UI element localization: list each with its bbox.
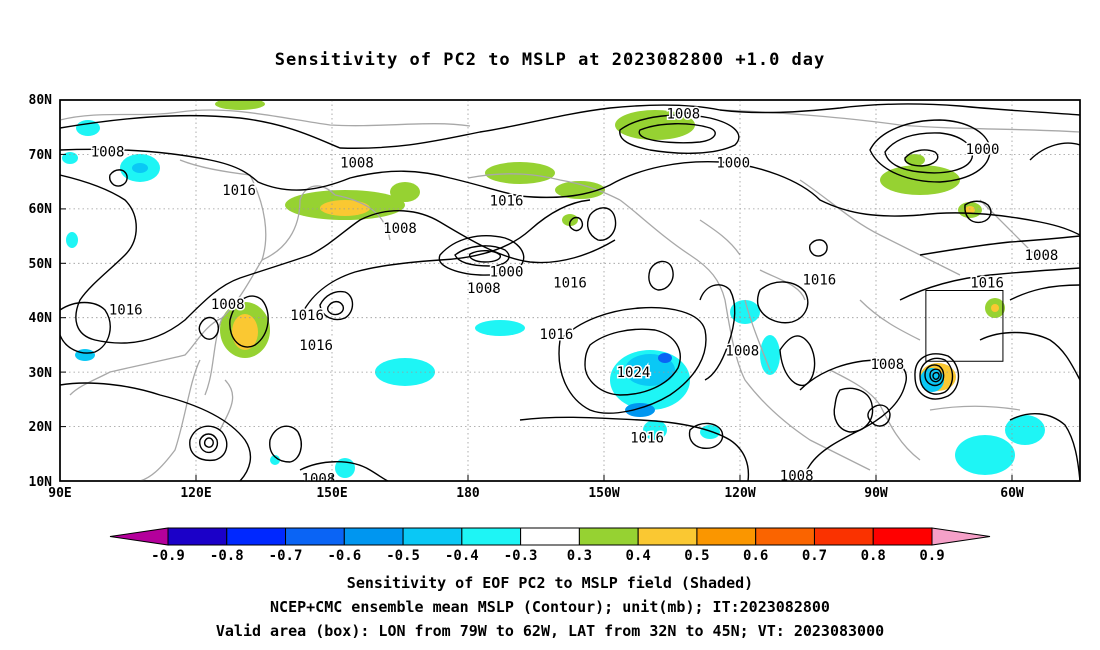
isobar-label: 1000 [716, 156, 750, 172]
colorbar-swatch [109, 527, 169, 546]
latitude-labels: 80N 70N 60N 50N 40N 30N 20N 10N [29, 93, 53, 490]
longitude-labels: 90E 120E 150E 180 150W 120W 90W 60W [48, 486, 1024, 501]
isobar-label: 1008 [211, 297, 245, 313]
colorbar-swatch [637, 527, 698, 546]
lon-label: 90E [48, 486, 71, 501]
colorbar: -0.9 -0.8 -0.7 -0.6 -0.5 -0.4 -0.3 0.3 0.4 0.5 0.6… [109, 527, 991, 564]
colorbar-swatch [931, 527, 991, 546]
caption-line-3: Valid area (box): LON from 79W to 62W, L… [215, 622, 885, 640]
isobar-label: 1008 [302, 471, 336, 487]
isobar-label: 1008 [1025, 248, 1059, 264]
colorbar-swatch [520, 527, 580, 546]
isobar-label: 1008 [467, 281, 501, 297]
colorbar-swatch [578, 527, 639, 546]
isobar-label: 1008 [91, 145, 125, 161]
lat-label: 30N [29, 366, 53, 381]
lon-label: 60W [1000, 486, 1024, 501]
colorbar-label: -0.5 [386, 548, 420, 564]
colorbar-label: -0.4 [445, 548, 479, 564]
lon-label: 120W [724, 486, 755, 501]
isobar-label: 1024 [617, 365, 651, 381]
caption-line-1: Sensitivity of EOF PC2 to MSLP field (Sh… [346, 574, 754, 592]
isobar-label: 1016 [299, 338, 333, 354]
lon-label: 180 [456, 486, 480, 501]
isobar-label: 1008 [666, 107, 700, 123]
colorbar-label: -0.3 [504, 548, 538, 564]
isobar-label: 1016 [490, 194, 524, 210]
isobar-label: 1016 [970, 275, 1004, 291]
isobar-label: 1000 [966, 142, 1000, 158]
lon-label: 150E [316, 486, 347, 501]
isobar-labels: 1008100810161008100010001016100810001008… [89, 105, 1060, 487]
colorbar-label: 0.6 [743, 548, 768, 564]
coastlines [60, 109, 1080, 481]
colorbar-swatch [285, 527, 345, 546]
lat-label: 10N [29, 475, 53, 490]
isobar-label: 1016 [109, 303, 143, 319]
colorbar-swatch [167, 527, 228, 546]
isobar-label: 1016 [222, 183, 256, 199]
lat-label: 70N [29, 148, 53, 163]
lon-label: 120E [180, 486, 211, 501]
map-title: Sensitivity of PC2 to MSLP at 2023082800… [274, 50, 826, 70]
isobar-label: 1016 [290, 308, 324, 324]
colorbar-label: -0.9 [151, 548, 185, 564]
colorbar-swatch [696, 527, 757, 546]
lon-label: 150W [588, 486, 619, 501]
isobar-label: 1008 [725, 343, 759, 359]
colorbar-label: -0.8 [210, 548, 244, 564]
isobar-label: 1008 [383, 221, 417, 237]
lat-label: 80N [29, 93, 53, 108]
isobar-label: 1000 [490, 264, 524, 280]
colorbar-label: 0.3 [567, 548, 592, 564]
lat-label: 60N [29, 202, 53, 217]
isobar-label: 1008 [340, 156, 374, 172]
colorbar-swatch [461, 527, 522, 546]
isobar-label: 1016 [553, 275, 587, 291]
isobar-label: 1008 [870, 357, 904, 373]
colorbar-swatch [755, 527, 815, 546]
isobar-label: 1016 [630, 430, 664, 446]
colorbar-label: 0.4 [626, 548, 651, 564]
colorbar-swatch [813, 527, 874, 546]
lon-label: 90W [864, 486, 888, 501]
isobar-label: 1016 [802, 273, 836, 289]
colorbar-label: 0.9 [919, 548, 944, 564]
colorbar-swatch [402, 527, 463, 546]
grid [60, 100, 1080, 481]
colorbar-label: -0.7 [269, 548, 303, 564]
colorbar-label: 0.7 [802, 548, 827, 564]
isobar-label: 1016 [540, 327, 574, 343]
axis-ticks [60, 99, 1013, 482]
colorbar-swatch [872, 527, 933, 546]
colorbar-label: -0.6 [327, 548, 361, 564]
colorbar-label: 0.5 [684, 548, 709, 564]
colorbar-swatch [226, 527, 287, 546]
lat-label: 20N [29, 420, 53, 435]
lat-label: 50N [29, 257, 53, 272]
isobar-label: 1008 [780, 469, 814, 485]
colorbar-swatch [343, 527, 404, 546]
valid-area-box [925, 290, 1004, 362]
caption-line-2: NCEP+CMC ensemble mean MSLP (Contour); u… [270, 598, 830, 616]
lat-label: 40N [29, 311, 53, 326]
colorbar-label: 0.8 [861, 548, 886, 564]
isobar-contours [60, 103, 1080, 481]
